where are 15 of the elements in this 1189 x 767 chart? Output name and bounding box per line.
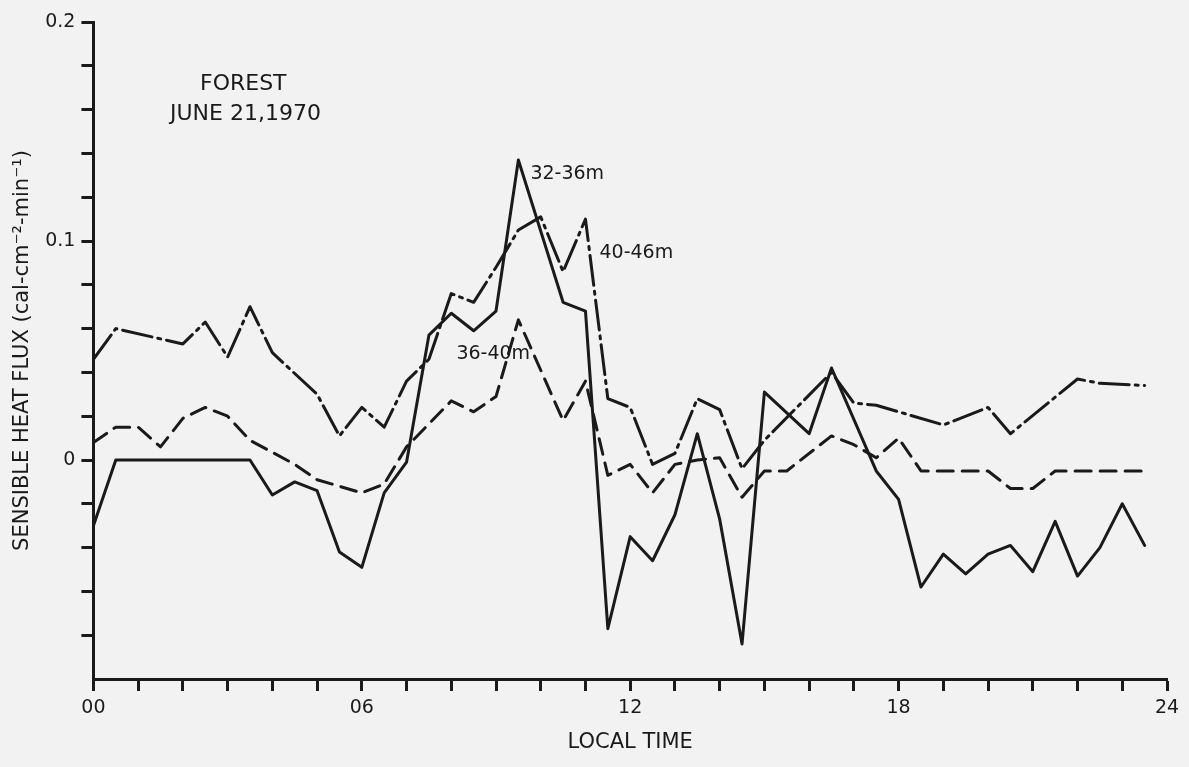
x-tick-label: 00 (81, 695, 106, 718)
text: JUNE 21,1970 (170, 100, 321, 125)
y-tick-label: 0.1 (45, 227, 76, 250)
x-tick-label: 12 (618, 695, 643, 718)
series-label: 40-46m (599, 240, 674, 263)
x-tick-label: 24 (1154, 695, 1180, 718)
text: FOREST (200, 70, 287, 95)
series-label: 32-36m (530, 160, 605, 183)
series-label: 36-40m (456, 340, 531, 363)
x-axis-title: LOCAL TIME (567, 728, 693, 753)
x-tick-label: 18 (886, 695, 911, 718)
x-tick-label: 06 (349, 695, 374, 718)
y-tick-label: 0 (63, 446, 76, 469)
y-tick-label: 0.2 (45, 8, 76, 31)
y-axis-title: SENSIBLE HEAT FLUX (cal-cm⁻²-min⁻¹) (9, 150, 34, 551)
